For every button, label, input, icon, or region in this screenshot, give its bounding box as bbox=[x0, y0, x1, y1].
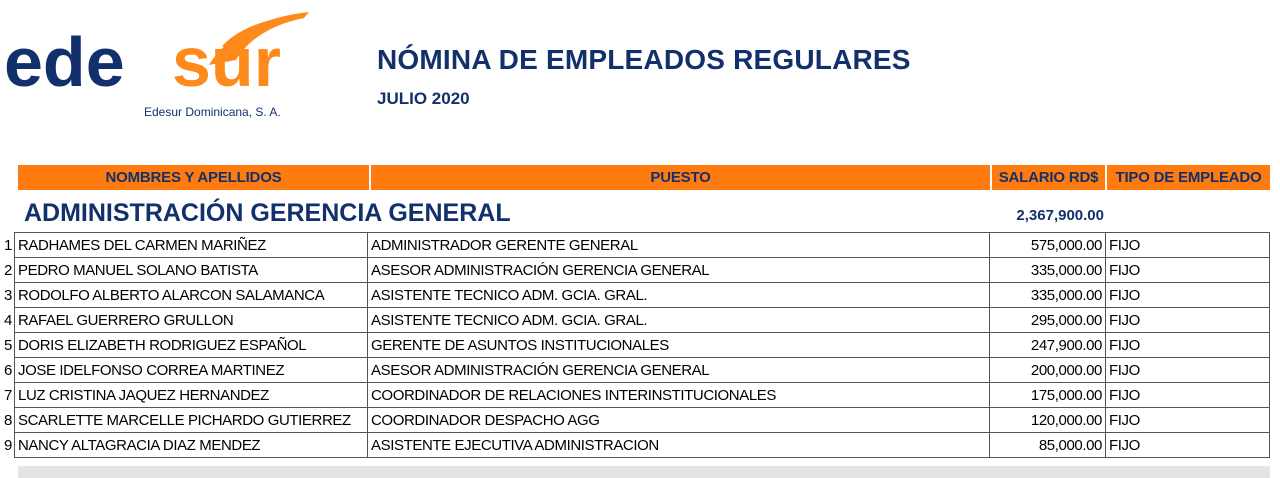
employee-type: FIJO bbox=[1105, 407, 1270, 433]
row-number: 6 bbox=[4, 361, 12, 379]
salary: 247,900.00 bbox=[989, 332, 1106, 358]
svg-text:Edesur Dominicana, S. A.: Edesur Dominicana, S. A. bbox=[144, 105, 281, 119]
footer-bar bbox=[18, 466, 1270, 478]
table-row: 7 LUZ CRISTINA JAQUEZ HERNANDEZ COORDINADO… bbox=[0, 382, 1270, 408]
salary: 575,000.00 bbox=[989, 232, 1106, 258]
section-total: 2,367,900.00 bbox=[1016, 207, 1104, 224]
table-row: 9 NANCY ALTAGRACIA DIAZ MENDEZ ASISTENTE E… bbox=[0, 432, 1270, 458]
employee-table: 1 RADHAMES DEL CARMEN MARIÑEZ ADMINISTRADO… bbox=[0, 232, 1270, 458]
position: ASESOR ADMINISTRACIÓN GERENCIA GENERAL bbox=[367, 257, 990, 283]
employee-type: FIJO bbox=[1105, 332, 1270, 358]
employee-name: DORIS ELIZABETH RODRIGUEZ ESPAÑOL bbox=[14, 332, 368, 358]
position: ASISTENTE EJECUTIVA ADMINISTRACION bbox=[367, 432, 990, 458]
employee-type: FIJO bbox=[1105, 432, 1270, 458]
table-row: 3 RODOLFO ALBERTO ALARCON SALAMANCA ASISTE… bbox=[0, 282, 1270, 308]
page-title: NÓMINA DE EMPLEADOS REGULARES bbox=[377, 44, 911, 75]
table-row: 1 RADHAMES DEL CARMEN MARIÑEZ ADMINISTRADO… bbox=[0, 232, 1270, 258]
employee-name: LUZ CRISTINA JAQUEZ HERNANDEZ bbox=[14, 382, 368, 408]
employee-name: SCARLETTE MARCELLE PICHARDO GUTIERREZ bbox=[14, 407, 368, 433]
row-number: 7 bbox=[4, 386, 12, 404]
edesur-logo: ede sur Edesur Dominicana, S. A. bbox=[4, 12, 309, 119]
employee-name: NANCY ALTAGRACIA DIAZ MENDEZ bbox=[14, 432, 368, 458]
column-header-puesto: PUESTO bbox=[371, 165, 990, 190]
position: COORDINADOR DE RELACIONES INTERINSTITUCI… bbox=[367, 382, 990, 408]
row-number: 4 bbox=[4, 311, 12, 329]
row-number: 5 bbox=[4, 336, 12, 354]
position: GERENTE DE ASUNTOS INSTITUCIONALES bbox=[367, 332, 990, 358]
salary: 85,000.00 bbox=[989, 432, 1106, 458]
employee-type: FIJO bbox=[1105, 307, 1270, 333]
row-number: 9 bbox=[4, 436, 12, 454]
employee-type: FIJO bbox=[1105, 232, 1270, 258]
row-number: 1 bbox=[4, 236, 12, 254]
salary: 335,000.00 bbox=[989, 282, 1106, 308]
employee-name: JOSE IDELFONSO CORREA MARTINEZ bbox=[14, 357, 368, 383]
table-row: 8 SCARLETTE MARCELLE PICHARDO GUTIERREZ CO… bbox=[0, 407, 1270, 433]
employee-name: RADHAMES DEL CARMEN MARIÑEZ bbox=[14, 232, 368, 258]
employee-name: PEDRO MANUEL SOLANO BATISTA bbox=[14, 257, 368, 283]
employee-name: RODOLFO ALBERTO ALARCON SALAMANCA bbox=[14, 282, 368, 308]
column-header-nombres: NOMBRES Y APELLIDOS bbox=[18, 165, 369, 190]
row-number: 8 bbox=[4, 411, 12, 429]
position: COORDINADOR DESPACHO AGG bbox=[367, 407, 990, 433]
table-row: 5 DORIS ELIZABETH RODRIGUEZ ESPAÑOL GERENT… bbox=[0, 332, 1270, 358]
row-number: 3 bbox=[4, 286, 12, 304]
column-header-salario: SALARIO RD$ bbox=[992, 165, 1105, 190]
table-row: 6 JOSE IDELFONSO CORREA MARTINEZ ASESOR AD… bbox=[0, 357, 1270, 383]
period: JULIO 2020 bbox=[377, 89, 470, 108]
section-title: ADMINISTRACIÓN GERENCIA GENERAL bbox=[24, 199, 511, 227]
svg-text:sur: sur bbox=[172, 23, 281, 101]
employee-name: RAFAEL GUERRERO GRULLON bbox=[14, 307, 368, 333]
svg-text:ede: ede bbox=[4, 23, 125, 101]
salary: 120,000.00 bbox=[989, 407, 1106, 433]
row-number: 2 bbox=[4, 261, 12, 279]
position: ADMINISTRADOR GERENTE GENERAL bbox=[367, 232, 990, 258]
position: ASISTENTE TECNICO ADM. GCIA. GRAL. bbox=[367, 307, 990, 333]
column-header-tipo: TIPO DE EMPLEADO bbox=[1107, 165, 1270, 190]
table-row: 2 PEDRO MANUEL SOLANO BATISTA ASESOR ADMIN… bbox=[0, 257, 1270, 283]
salary: 295,000.00 bbox=[989, 307, 1106, 333]
salary: 200,000.00 bbox=[989, 357, 1106, 383]
employee-type: FIJO bbox=[1105, 257, 1270, 283]
position: ASISTENTE TECNICO ADM. GCIA. GRAL. bbox=[367, 282, 990, 308]
position: ASESOR ADMINISTRACIÓN GERENCIA GENERAL bbox=[367, 357, 990, 383]
table-row: 4 RAFAEL GUERRERO GRULLON ASISTENTE TECNIC… bbox=[0, 307, 1270, 333]
employee-type: FIJO bbox=[1105, 357, 1270, 383]
employee-type: FIJO bbox=[1105, 382, 1270, 408]
employee-type: FIJO bbox=[1105, 282, 1270, 308]
salary: 335,000.00 bbox=[989, 257, 1106, 283]
salary: 175,000.00 bbox=[989, 382, 1106, 408]
